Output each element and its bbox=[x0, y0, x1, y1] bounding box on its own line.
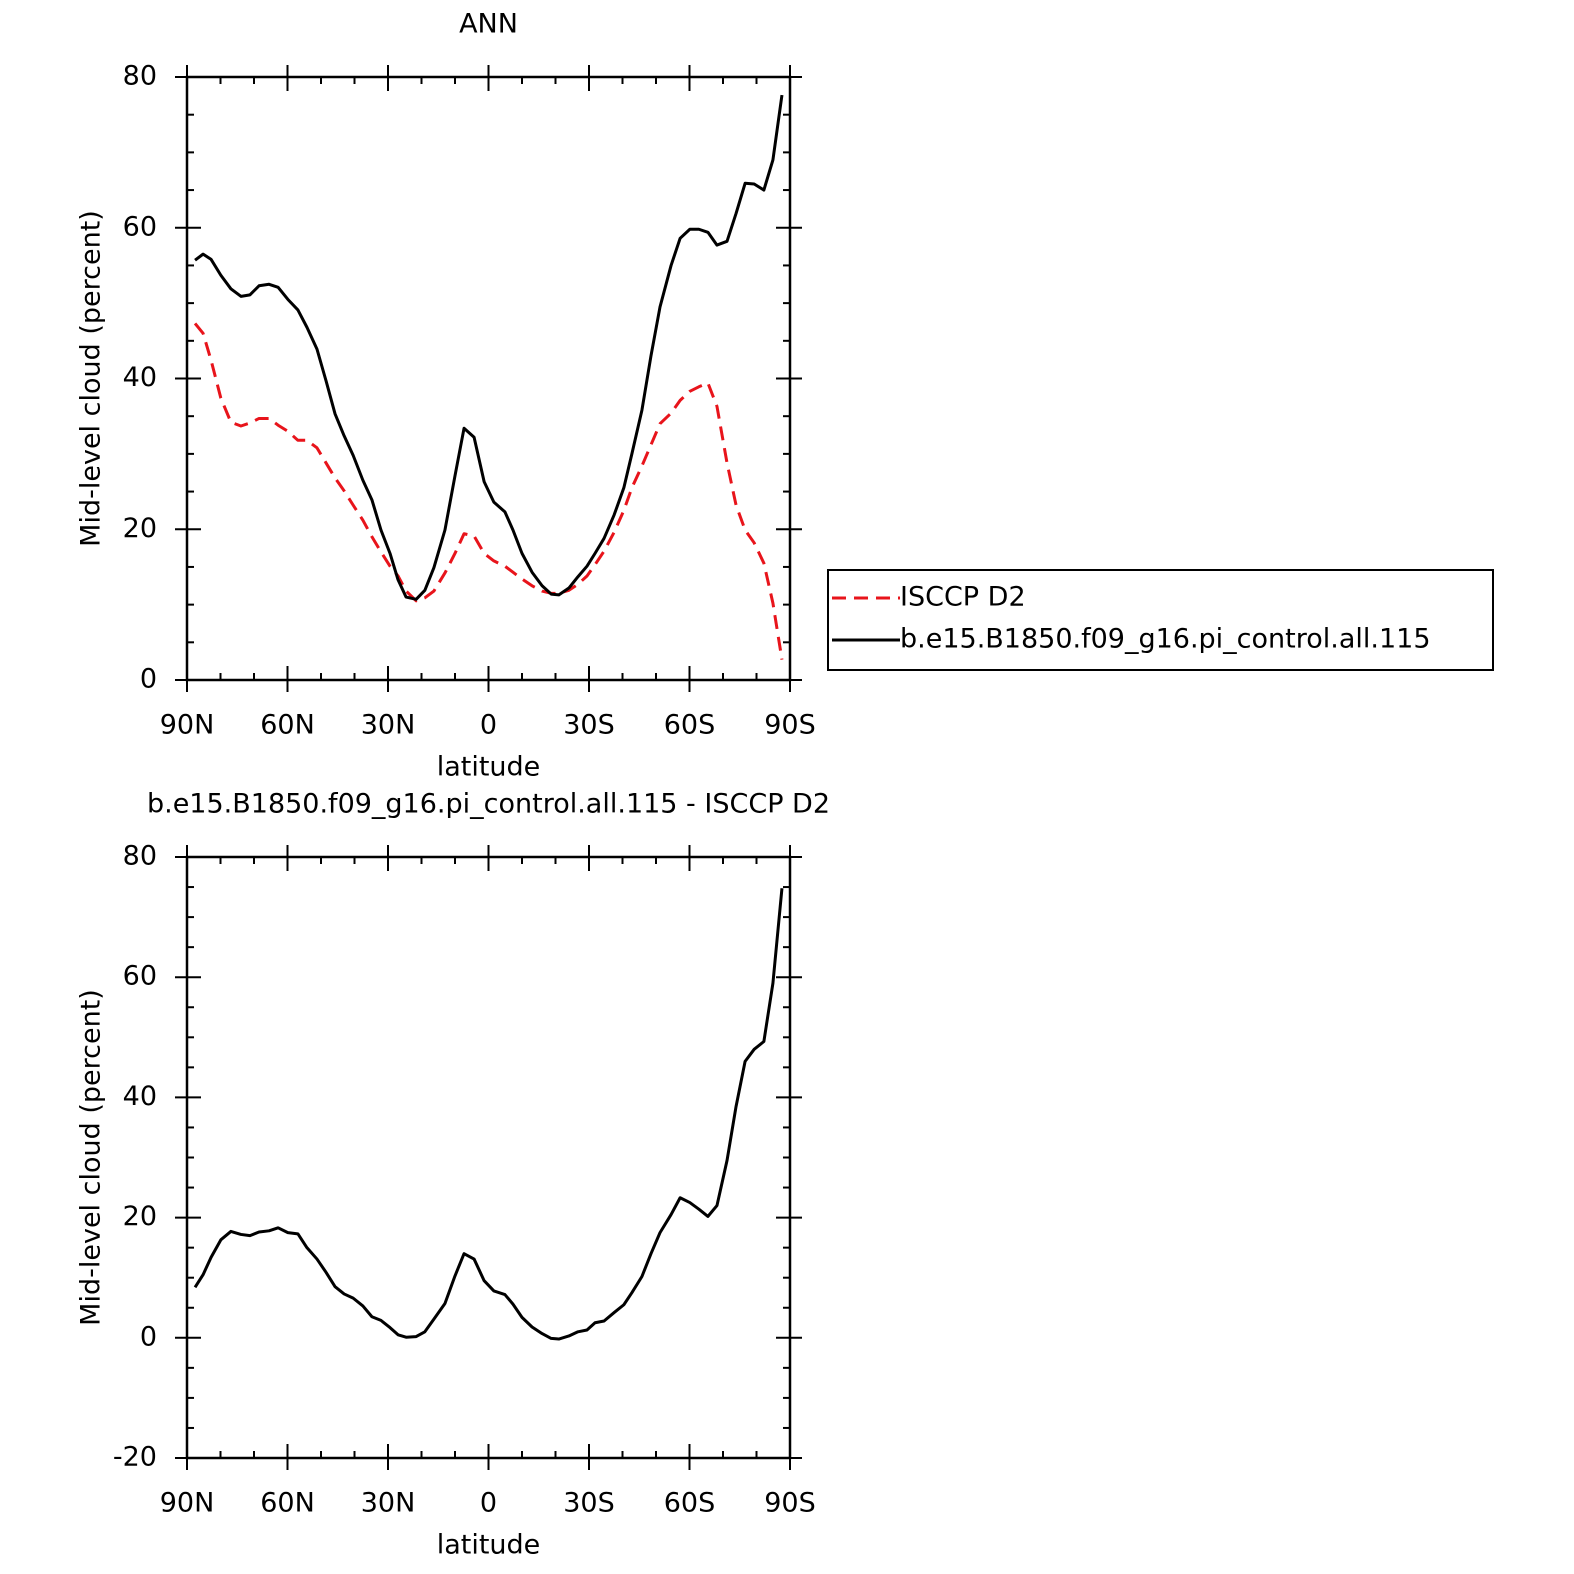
plot-frame bbox=[185, 75, 792, 682]
data-line bbox=[194, 94, 784, 601]
x-tick-label: 90S bbox=[764, 710, 816, 741]
legend-box bbox=[827, 569, 1494, 671]
y-tick-label: 40 bbox=[123, 362, 157, 393]
y-tick-label: 80 bbox=[123, 61, 157, 92]
y-axis-label: Mid-level cloud (percent) bbox=[76, 210, 107, 547]
y-tick-label: 0 bbox=[140, 664, 157, 695]
x-tick-label: 60N bbox=[260, 1488, 315, 1519]
x-tick-label: 60N bbox=[260, 710, 315, 741]
x-tick-label: 30S bbox=[563, 1488, 615, 1519]
x-tick-label: 0 bbox=[480, 710, 497, 741]
chart-title: ANN bbox=[459, 9, 518, 40]
legend-label: b.e15.B1850.f09_g16.pi_control.all.115 bbox=[900, 624, 1431, 655]
y-axis-label: Mid-level cloud (percent) bbox=[76, 989, 107, 1326]
y-tick-label: 60 bbox=[123, 961, 157, 992]
y-tick-label: 40 bbox=[123, 1081, 157, 1112]
y-tick-label: 0 bbox=[140, 1321, 157, 1352]
y-tick-label: 20 bbox=[123, 1201, 157, 1232]
x-tick-label: 30N bbox=[361, 710, 416, 741]
x-tick-label: 0 bbox=[480, 1488, 497, 1519]
data-line bbox=[193, 888, 784, 1341]
chart-title: b.e15.B1850.f09_g16.pi_control.all.115 -… bbox=[147, 789, 830, 820]
x-axis-label: latitude bbox=[437, 1530, 541, 1561]
y-tick-label: 20 bbox=[123, 513, 157, 544]
x-tick-label: 90S bbox=[764, 1488, 816, 1519]
x-tick-label: 60S bbox=[664, 1488, 716, 1519]
x-tick-label: 60S bbox=[664, 710, 716, 741]
y-tick-label: -20 bbox=[113, 1442, 157, 1473]
legend-label: ISCCP D2 bbox=[900, 582, 1026, 613]
data-line bbox=[193, 322, 784, 660]
plot-frame bbox=[185, 855, 792, 1460]
y-tick-label: 80 bbox=[123, 841, 157, 872]
x-axis-label: latitude bbox=[437, 752, 541, 783]
x-tick-label: 90N bbox=[160, 710, 215, 741]
x-tick-label: 30S bbox=[563, 710, 615, 741]
y-tick-label: 60 bbox=[123, 211, 157, 242]
x-tick-label: 90N bbox=[160, 1488, 215, 1519]
x-tick-label: 30N bbox=[361, 1488, 416, 1519]
